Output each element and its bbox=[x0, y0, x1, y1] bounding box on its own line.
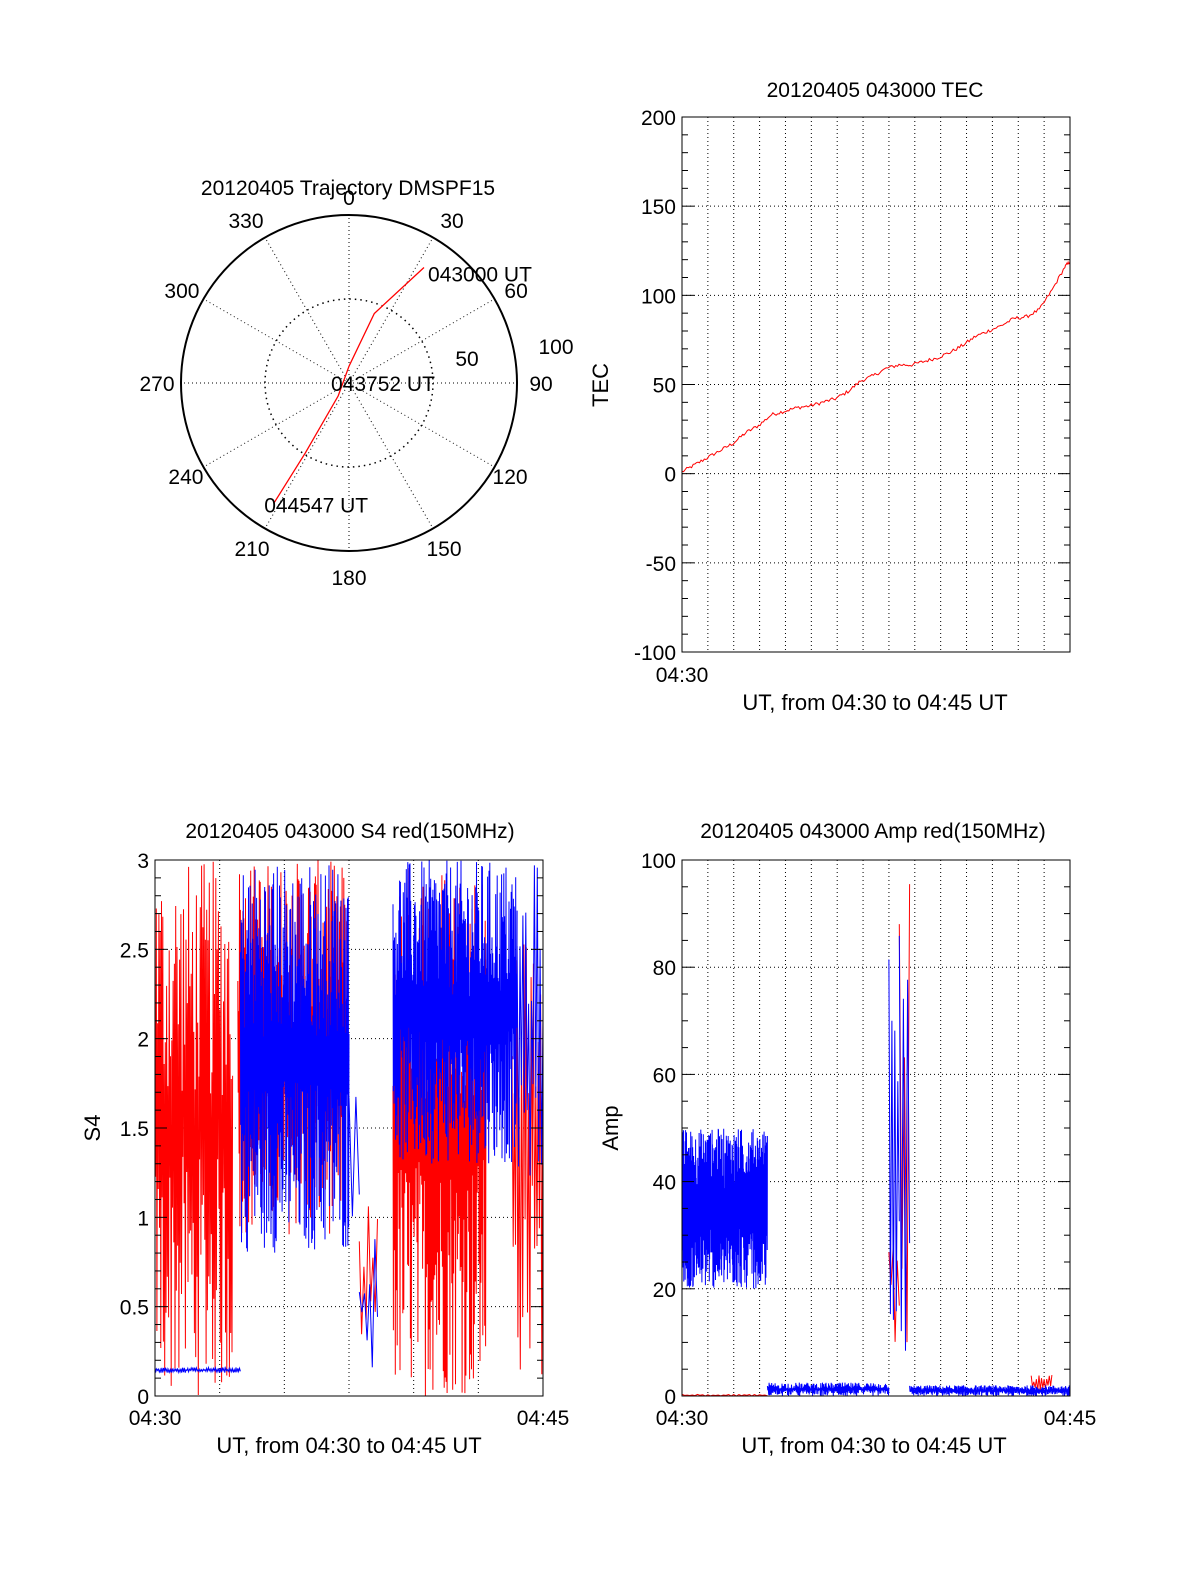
s4-x-tick-start: 04:30 bbox=[129, 1407, 182, 1430]
chart-title-s4: 20120405 043000 S4 red(150MHz) bbox=[185, 820, 514, 843]
chart-title-trajectory: 20120405 Trajectory DMSPF15 bbox=[201, 177, 495, 200]
polar-angle-label-300: 300 bbox=[164, 280, 199, 303]
polar-spoke-120 bbox=[348, 382, 495, 468]
polar-spoke-150 bbox=[348, 382, 434, 529]
tec-x-tick-label: 04:30 bbox=[656, 664, 709, 687]
amp-chart: 20120405 043000 Amp red(150MHz) 0 20 40 60 8… bbox=[598, 820, 1096, 1458]
polar-spoke-60 bbox=[348, 298, 495, 384]
tec-ticks: -100 -50 0 50 100 150 200 bbox=[634, 107, 1070, 665]
s4-series-0-segment-3 bbox=[392, 868, 487, 1396]
polar-angle-label-90: 90 bbox=[529, 373, 552, 396]
tec-plot-frame bbox=[681, 116, 1071, 653]
polar-annotation-2: 044547 UT bbox=[264, 495, 368, 518]
amp-ticks: 0 20 40 60 80 100 bbox=[641, 850, 1070, 1409]
polar-outer-circle bbox=[180, 214, 518, 552]
polar-annotation-0: 043000 UT bbox=[428, 263, 532, 286]
tec-ytick-label-3: 50 bbox=[653, 375, 676, 398]
polar-radial-label-50: 50 bbox=[455, 348, 478, 371]
tec-chart: 20120405 043000 TEC -100-50050100150200 … bbox=[588, 79, 1071, 715]
polar-spoke-300 bbox=[203, 298, 350, 384]
polar-trajectory-line-0 bbox=[273, 267, 425, 504]
s4-ytick-label-0: 0 bbox=[137, 1386, 149, 1409]
amp-series-1-segment-0 bbox=[681, 1128, 768, 1289]
s4-ytick-label-3: 1.5 bbox=[120, 1118, 149, 1141]
polar-angle-label-240: 240 bbox=[168, 466, 203, 489]
amp-series-0-segment-0 bbox=[681, 1393, 768, 1397]
polar-angle-label-330: 330 bbox=[228, 210, 263, 233]
amp-plot-frame bbox=[681, 859, 1071, 1397]
amp-ytick-label-2: 40 bbox=[653, 1172, 676, 1195]
polar-series bbox=[273, 267, 425, 504]
tec-y-axis-label: TEC bbox=[588, 363, 613, 407]
polar-angle-label-150: 150 bbox=[426, 538, 461, 561]
s4-series-1-segment-5 bbox=[516, 865, 544, 1176]
s4-x-axis-label: UT, from 04:30 to 04:45 UT bbox=[216, 1433, 481, 1458]
s4-series-1-segment-3 bbox=[358, 1239, 378, 1368]
chart-title-amp: 20120405 043000 Amp red(150MHz) bbox=[700, 820, 1046, 843]
s4-ytick-label-4: 2 bbox=[137, 1029, 149, 1052]
tec-ytick-label-2: 0 bbox=[664, 464, 676, 487]
polar-spoke-240 bbox=[203, 382, 350, 468]
polar-angle-label-180: 180 bbox=[331, 567, 366, 590]
amp-series-1-segment-3 bbox=[898, 935, 911, 1351]
polar-grid bbox=[180, 214, 518, 552]
s4-ytick-label-5: 2.5 bbox=[120, 939, 149, 962]
polar-angle-label-210: 210 bbox=[234, 538, 269, 561]
tec-ytick-label-1: -50 bbox=[646, 553, 676, 576]
s4-series-0-segment-1 bbox=[237, 860, 347, 1235]
polar-angle-labels: 0 30 60 90 120 150 180 210 240 270 300 330 50 100 bbox=[139, 187, 573, 590]
amp-series bbox=[681, 884, 1071, 1397]
amp-ytick-label-0: 0 bbox=[664, 1386, 676, 1409]
s4-series-1-segment-0 bbox=[154, 1365, 241, 1375]
polar-spoke-330 bbox=[264, 237, 350, 384]
tec-series bbox=[681, 260, 1071, 473]
polar-angle-label-270: 270 bbox=[139, 373, 174, 396]
s4-chart: 20120405 043000 S4 red(150MHz) 0 0.5 1 1.5 2… bbox=[80, 820, 569, 1458]
chart-title-tec: 20120405 043000 TEC bbox=[767, 79, 984, 102]
amp-series-1-segment-1 bbox=[766, 1382, 890, 1397]
polar-annotation-1: 043752 UT bbox=[331, 373, 435, 396]
s4-series-1-segment-2 bbox=[348, 1096, 360, 1217]
s4-ytick-label-6: 3 bbox=[137, 850, 149, 873]
polar-spoke-30 bbox=[348, 237, 434, 384]
tec-ytick-label-5: 150 bbox=[641, 196, 676, 219]
polar-spoke-210 bbox=[264, 382, 350, 529]
s4-series-1-segment-4 bbox=[392, 860, 518, 1164]
s4-y-axis-label: S4 bbox=[80, 1115, 105, 1142]
tec-ytick-label-6: 200 bbox=[641, 107, 676, 130]
s4-ytick-label-1: 0.5 bbox=[120, 1297, 149, 1320]
amp-series-1-segment-2 bbox=[888, 959, 900, 1320]
polar-angle-label-0: 0 bbox=[343, 187, 355, 210]
amp-y-axis-label: Amp bbox=[598, 1105, 623, 1150]
tec-x-axis-label: UT, from 04:30 to 04:45 UT bbox=[742, 690, 1007, 715]
amp-x-axis-label: UT, from 04:30 to 04:45 UT bbox=[741, 1433, 1006, 1458]
tec-grid bbox=[682, 117, 1070, 652]
s4-series-1-segment-1 bbox=[239, 865, 350, 1253]
tec-ytick-label-4: 100 bbox=[641, 285, 676, 308]
tec-series-line-0 bbox=[681, 260, 1071, 473]
polar-trajectory-chart: 20120405 Trajectory DMSPF15 0 30 60 90 120 15… bbox=[139, 177, 573, 590]
polar-annotations: 043000 UT 043752 UT 044547 UT bbox=[264, 263, 532, 517]
s4-x-tick-end: 04:45 bbox=[517, 1407, 570, 1430]
polar-angle-label-120: 120 bbox=[493, 466, 528, 489]
amp-x-tick-start: 04:30 bbox=[656, 1407, 709, 1430]
amp-series-1-segment-4 bbox=[909, 1385, 1071, 1397]
amp-ytick-label-4: 80 bbox=[653, 957, 676, 980]
amp-series-0-segment-2 bbox=[898, 884, 911, 1343]
s4-ytick-label-2: 1 bbox=[137, 1207, 149, 1230]
amp-grid bbox=[682, 860, 1070, 1396]
s4-ticks: 0 0.5 1 1.5 2 2.5 3 bbox=[120, 850, 543, 1409]
amp-x-tick-end: 04:45 bbox=[1044, 1407, 1097, 1430]
amp-ytick-label-1: 20 bbox=[653, 1279, 676, 1302]
amp-ytick-label-3: 60 bbox=[653, 1064, 676, 1087]
amp-series-0-segment-3 bbox=[1030, 1375, 1053, 1391]
polar-angle-label-30: 30 bbox=[440, 210, 463, 233]
amp-ytick-label-5: 100 bbox=[641, 850, 676, 873]
polar-angle-label-60: 60 bbox=[504, 280, 527, 303]
s4-series-0-segment-0 bbox=[154, 861, 234, 1396]
tec-ytick-label-0: -100 bbox=[634, 642, 676, 665]
polar-radial-label-100: 100 bbox=[538, 336, 573, 359]
